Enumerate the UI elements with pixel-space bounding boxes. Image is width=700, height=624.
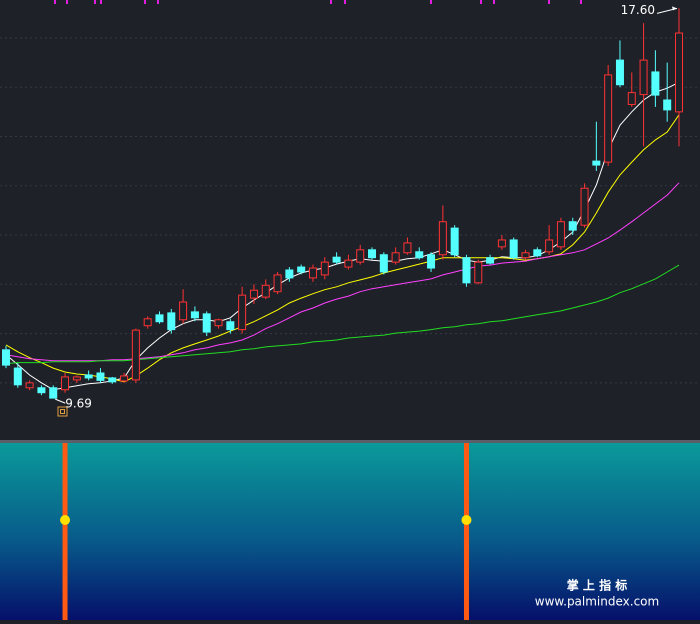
candle-body bbox=[403, 242, 412, 254]
candle-body bbox=[285, 269, 294, 279]
moving-average-line bbox=[5, 264, 680, 365]
candle-body bbox=[214, 319, 223, 327]
candle-body bbox=[131, 329, 140, 381]
candle-body bbox=[592, 160, 601, 166]
candle-body bbox=[486, 257, 495, 264]
candle-body bbox=[356, 249, 365, 263]
watermark-url: www.palmindex.com bbox=[535, 595, 659, 609]
low-marker-icon-inner bbox=[60, 409, 65, 414]
candle-body bbox=[238, 294, 247, 331]
candle-body bbox=[580, 187, 589, 226]
candle-body bbox=[497, 239, 506, 248]
candle-body bbox=[438, 221, 447, 256]
candle-body bbox=[308, 267, 317, 279]
indicator-panel bbox=[0, 443, 700, 620]
candle-body bbox=[533, 249, 542, 257]
candle-body bbox=[190, 311, 199, 319]
candle-body bbox=[651, 71, 660, 96]
candle-body bbox=[49, 387, 58, 399]
candle-body bbox=[462, 257, 471, 284]
candle-body bbox=[96, 372, 105, 381]
candle-body bbox=[120, 375, 129, 382]
moving-average-line bbox=[5, 114, 680, 383]
signal-dot bbox=[461, 515, 472, 525]
candle-body bbox=[108, 377, 117, 383]
candle-body bbox=[273, 274, 282, 293]
candle-body bbox=[509, 239, 518, 259]
candle-body bbox=[545, 239, 554, 253]
moving-average-line bbox=[5, 182, 680, 362]
signal-bar bbox=[62, 443, 68, 620]
candle-body bbox=[202, 313, 211, 333]
candle-body bbox=[25, 382, 34, 389]
max-arrow-head bbox=[672, 6, 677, 11]
max-label: 17.60 bbox=[621, 3, 655, 17]
candle-body bbox=[179, 301, 188, 321]
min-label: 9.69 bbox=[65, 397, 92, 411]
signal-dot bbox=[60, 515, 71, 525]
candle-body bbox=[320, 261, 329, 276]
candle-body bbox=[615, 59, 624, 86]
candle-body bbox=[332, 256, 341, 263]
candle-body bbox=[84, 374, 93, 379]
candle-body bbox=[604, 74, 613, 163]
panel-separator bbox=[0, 440, 700, 443]
min-arrow bbox=[55, 398, 66, 404]
candle-body bbox=[368, 249, 377, 259]
candle-body bbox=[155, 314, 164, 323]
candle-body bbox=[2, 349, 10, 366]
candle-body bbox=[261, 284, 270, 298]
candle-body bbox=[474, 261, 483, 284]
candle-body bbox=[556, 221, 565, 248]
candle-body bbox=[379, 254, 388, 273]
candle-body bbox=[568, 221, 577, 231]
watermark-title: 掌 上 指 标 bbox=[567, 578, 628, 593]
candle-body bbox=[427, 254, 436, 269]
candle-body bbox=[415, 251, 424, 259]
candle-body bbox=[450, 227, 459, 256]
candle-body bbox=[226, 321, 235, 331]
candle-body bbox=[72, 376, 81, 381]
candle-body bbox=[61, 376, 70, 391]
low-marker-icon bbox=[57, 406, 68, 417]
candle-body bbox=[167, 312, 176, 331]
candle-body bbox=[639, 59, 648, 96]
candle-body bbox=[344, 259, 353, 268]
candle-body bbox=[143, 318, 152, 327]
top-markers bbox=[54, 0, 582, 4]
candle-body bbox=[249, 289, 258, 299]
candle-body bbox=[391, 252, 400, 263]
candle-body bbox=[521, 252, 530, 259]
candle-body bbox=[297, 266, 306, 273]
candle-body bbox=[675, 32, 683, 113]
moving-average-line bbox=[5, 81, 680, 391]
candle-body bbox=[627, 92, 636, 105]
candle-body bbox=[37, 387, 46, 394]
candle-body bbox=[13, 367, 22, 386]
signal-bar bbox=[463, 443, 469, 620]
candle-body bbox=[663, 99, 672, 111]
